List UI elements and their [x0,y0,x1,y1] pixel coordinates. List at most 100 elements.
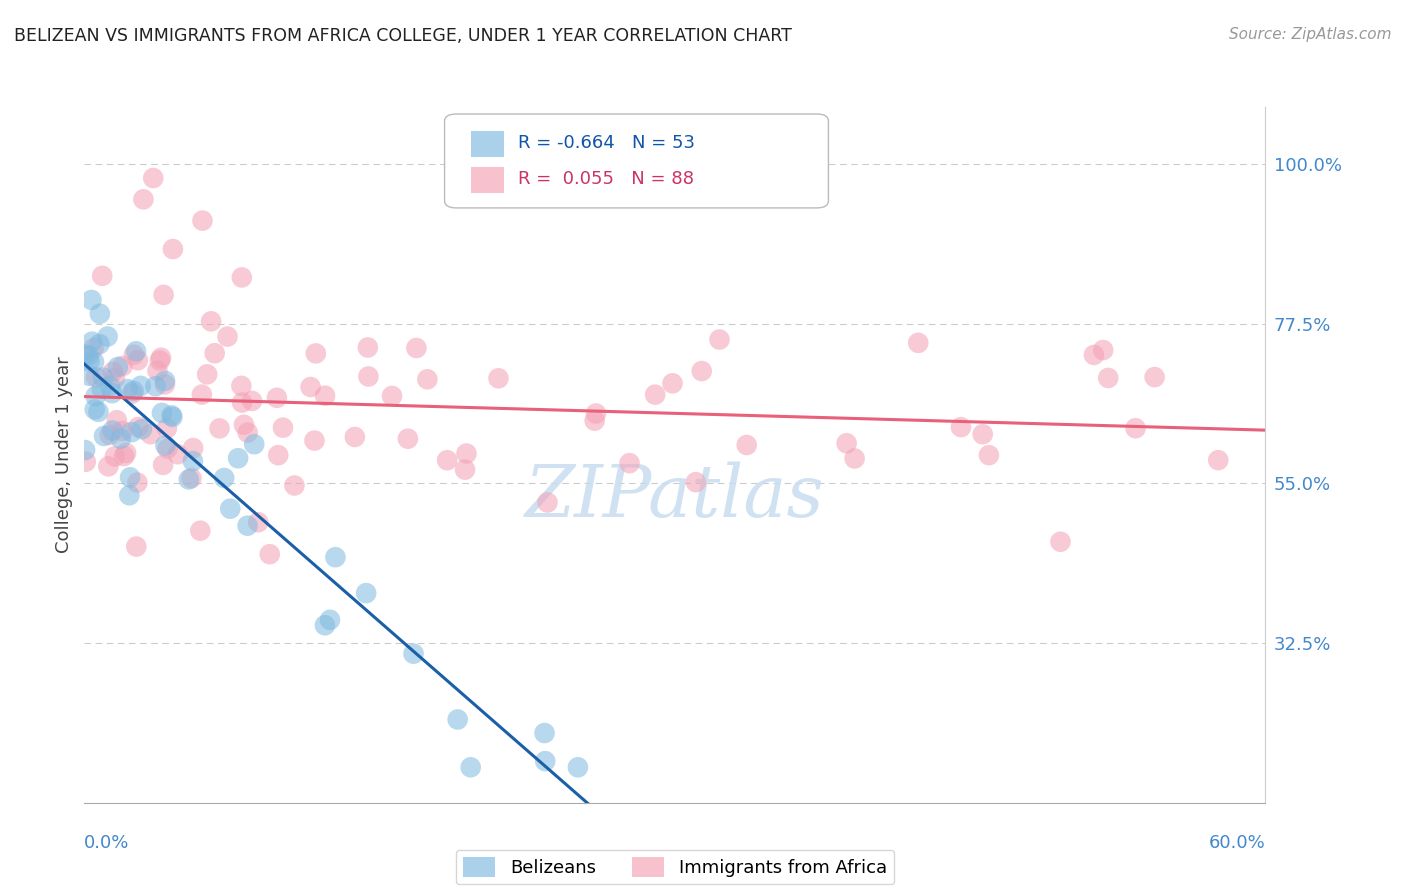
Point [1125,421,1147,435]
Point [97,329,120,343]
Point [84,370,107,384]
Point [149,353,172,368]
Point [405,341,427,355]
Point [129,379,152,393]
Point [304,434,326,448]
Point [153,374,176,388]
Point [217,329,239,343]
Point [381,389,404,403]
Point [127,475,149,490]
Point [121,425,143,439]
Point [343,430,366,444]
Point [231,270,253,285]
Point [907,335,929,350]
Point [156,421,179,435]
Point [132,192,155,206]
Point [91,370,114,384]
Point [127,353,149,368]
Point [247,515,270,529]
Text: ZIPatlas: ZIPatlas [524,461,825,532]
Point [181,454,204,468]
Point [89,307,111,321]
Point [319,613,342,627]
Point [1083,348,1105,362]
Point [107,359,129,374]
Point [1049,534,1071,549]
Point [155,438,177,452]
Point [488,371,510,385]
Point [314,389,336,403]
Point [75,455,97,469]
Point [690,364,713,378]
Point [266,391,288,405]
Point [177,473,200,487]
Point [120,470,142,484]
Point [259,547,281,561]
Text: R = -0.664   N = 53: R = -0.664 N = 53 [517,135,695,153]
Text: BELIZEAN VS IMMIGRANTS FROM AFRICA COLLEGE, UNDER 1 YEAR CORRELATION CHART: BELIZEAN VS IMMIGRANTS FROM AFRICA COLLE… [14,27,792,45]
Point [1097,371,1119,385]
Text: R =  0.055   N = 88: R = 0.055 N = 88 [517,170,693,188]
Point [460,760,482,774]
Point [195,368,218,382]
Point [131,422,153,436]
Point [402,647,425,661]
Text: 60.0%: 60.0% [1209,834,1265,852]
Point [357,369,380,384]
Point [89,337,111,351]
Point [87,405,110,419]
Point [125,344,148,359]
Point [972,427,994,442]
Point [166,447,188,461]
Point [91,268,114,283]
Point [226,451,249,466]
Point [208,421,231,435]
Point [115,446,138,460]
Point [110,432,132,446]
Point [231,395,253,409]
Point [101,424,124,438]
Legend: Belizeans, Immigrants from Africa: Belizeans, Immigrants from Africa [456,850,894,884]
Point [80,293,103,307]
Point [236,425,259,440]
Point [456,446,478,460]
Point [90,382,112,396]
Point [80,334,103,349]
Point [267,448,290,462]
Point [325,550,347,565]
Point [661,376,683,391]
Point [83,402,105,417]
Point [98,428,121,442]
Point [236,518,259,533]
Point [436,453,458,467]
Point [97,459,120,474]
Point [111,359,134,373]
Point [112,449,135,463]
Point [160,409,183,423]
Point [844,451,866,466]
Point [125,540,148,554]
Point [117,382,139,396]
Point [150,351,173,365]
Point [534,754,557,768]
Point [127,420,149,434]
Point [536,495,558,509]
Y-axis label: College, Under 1 year: College, Under 1 year [55,357,73,553]
Point [240,393,263,408]
Point [111,424,134,438]
Point [949,420,972,434]
Point [243,437,266,451]
Point [447,713,470,727]
Point [585,407,607,421]
Point [416,372,439,386]
Point [533,726,555,740]
Point [79,354,101,368]
Point [977,448,1000,462]
Point [150,406,173,420]
Point [146,364,169,378]
Point [153,377,176,392]
Point [191,213,214,227]
Point [735,438,758,452]
Point [299,380,322,394]
Point [152,288,174,302]
